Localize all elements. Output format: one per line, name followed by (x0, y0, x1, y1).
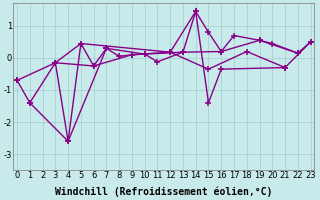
X-axis label: Windchill (Refroidissement éolien,°C): Windchill (Refroidissement éolien,°C) (55, 186, 273, 197)
